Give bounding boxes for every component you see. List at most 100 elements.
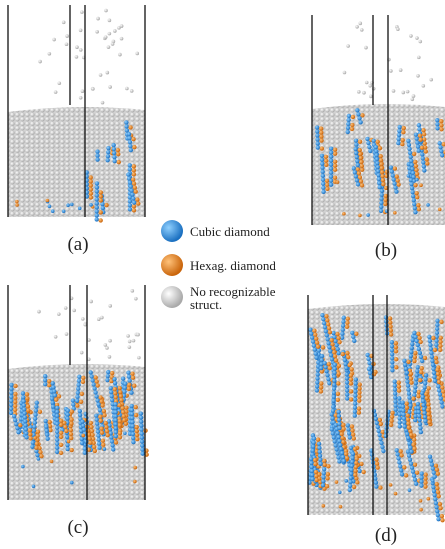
cubic-atom bbox=[345, 392, 349, 396]
gas-atom bbox=[411, 97, 415, 101]
cubic-atom bbox=[95, 201, 99, 205]
gas-atom bbox=[97, 317, 101, 321]
cubic-atom bbox=[408, 458, 412, 462]
cubic-atom bbox=[395, 452, 399, 456]
cubic-atom bbox=[352, 339, 356, 343]
gas-atom bbox=[48, 52, 52, 56]
hexagonal-atom bbox=[421, 128, 425, 132]
hexagonal-atom bbox=[333, 163, 337, 167]
cubic-atom bbox=[77, 379, 81, 383]
cubic-atom bbox=[95, 205, 99, 209]
cubic-atom bbox=[139, 419, 143, 423]
hexagonal-atom bbox=[341, 423, 345, 427]
legend-swatch bbox=[161, 220, 183, 242]
cubic-atom bbox=[131, 428, 135, 432]
defect-atom bbox=[394, 492, 398, 496]
cubic-atom bbox=[348, 488, 352, 492]
gas-atom bbox=[358, 22, 362, 26]
cubic-atom bbox=[101, 206, 105, 210]
cubic-atom bbox=[402, 424, 406, 428]
cubic-atom bbox=[337, 351, 341, 355]
hexagonal-atom bbox=[119, 398, 123, 402]
cubic-atom bbox=[423, 415, 427, 419]
hexagonal-atom bbox=[388, 320, 392, 324]
cubic-atom bbox=[409, 182, 413, 186]
cubic-atom bbox=[353, 413, 357, 417]
cubic-atom bbox=[33, 413, 37, 417]
cubic-atom bbox=[418, 426, 422, 430]
cubic-atom bbox=[123, 382, 127, 386]
hexagonal-atom bbox=[420, 145, 424, 149]
gas-atom bbox=[65, 332, 69, 336]
gas-atom bbox=[365, 81, 369, 85]
cubic-atom bbox=[438, 392, 442, 396]
cubic-atom bbox=[312, 343, 316, 347]
gas-atom bbox=[343, 71, 347, 75]
cubic-atom bbox=[127, 132, 131, 136]
cubic-atom bbox=[429, 459, 433, 463]
cubic-atom bbox=[123, 386, 127, 390]
defect-atom bbox=[336, 180, 340, 184]
cubic-atom bbox=[431, 367, 435, 371]
hexagonal-atom bbox=[92, 445, 96, 449]
cubic-atom bbox=[130, 404, 134, 408]
hexagonal-atom bbox=[35, 442, 39, 446]
defect-atom bbox=[51, 209, 55, 213]
gas-atom bbox=[126, 334, 130, 338]
hexagonal-atom bbox=[325, 183, 329, 187]
cubic-atom bbox=[315, 388, 319, 392]
cubic-atom bbox=[329, 182, 333, 186]
cubic-atom bbox=[346, 427, 350, 431]
cubic-atom bbox=[405, 371, 409, 375]
cubic-atom bbox=[128, 203, 132, 207]
gas-atom bbox=[101, 101, 105, 105]
cubic-atom bbox=[329, 162, 333, 166]
cubic-atom bbox=[410, 190, 414, 194]
cubic-atom bbox=[390, 348, 394, 352]
cubic-atom bbox=[43, 378, 47, 382]
cubic-atom bbox=[35, 453, 39, 457]
cubic-atom bbox=[321, 190, 325, 194]
hexagonal-atom bbox=[132, 168, 136, 172]
cubic-atom bbox=[377, 181, 381, 185]
cubic-atom bbox=[330, 412, 334, 416]
gas-atom bbox=[104, 343, 108, 347]
cubic-atom bbox=[127, 375, 131, 379]
cubic-atom bbox=[436, 513, 440, 517]
gas-atom bbox=[107, 45, 111, 49]
cubic-atom bbox=[9, 407, 13, 411]
cubic-atom bbox=[80, 419, 84, 423]
cubic-atom bbox=[345, 372, 349, 376]
cubic-atom bbox=[33, 421, 37, 425]
cubic-atom bbox=[65, 435, 69, 439]
gas-atom bbox=[409, 34, 413, 38]
hexagonal-atom bbox=[439, 320, 443, 324]
hexagonal-atom bbox=[89, 421, 93, 425]
defect-atom bbox=[133, 466, 137, 470]
cubic-atom bbox=[410, 167, 414, 171]
hexagonal-atom bbox=[351, 432, 355, 436]
cubic-atom bbox=[114, 434, 118, 438]
gas-atom bbox=[369, 95, 373, 99]
cubic-atom bbox=[320, 162, 324, 166]
cubic-atom bbox=[110, 443, 114, 447]
cubic-atom bbox=[315, 125, 319, 129]
cubic-atom bbox=[413, 206, 417, 210]
gas-atom bbox=[392, 89, 396, 93]
cubic-atom bbox=[411, 171, 415, 175]
cubic-atom bbox=[407, 391, 411, 395]
hexagonal-atom bbox=[346, 317, 350, 321]
hexagonal-atom bbox=[25, 392, 29, 396]
hexagonal-atom bbox=[397, 380, 401, 384]
hexagonal-atom bbox=[427, 420, 431, 424]
hexagonal-atom bbox=[25, 396, 29, 400]
cubic-atom bbox=[405, 432, 409, 436]
hexagonal-atom bbox=[427, 416, 431, 420]
cubic-atom bbox=[420, 359, 424, 363]
cubic-atom bbox=[124, 120, 128, 124]
cubic-atom bbox=[396, 141, 400, 145]
cubic-atom bbox=[439, 396, 443, 400]
cubic-atom bbox=[422, 407, 426, 411]
hexagonal-atom bbox=[334, 358, 338, 362]
cubic-atom bbox=[43, 382, 47, 386]
